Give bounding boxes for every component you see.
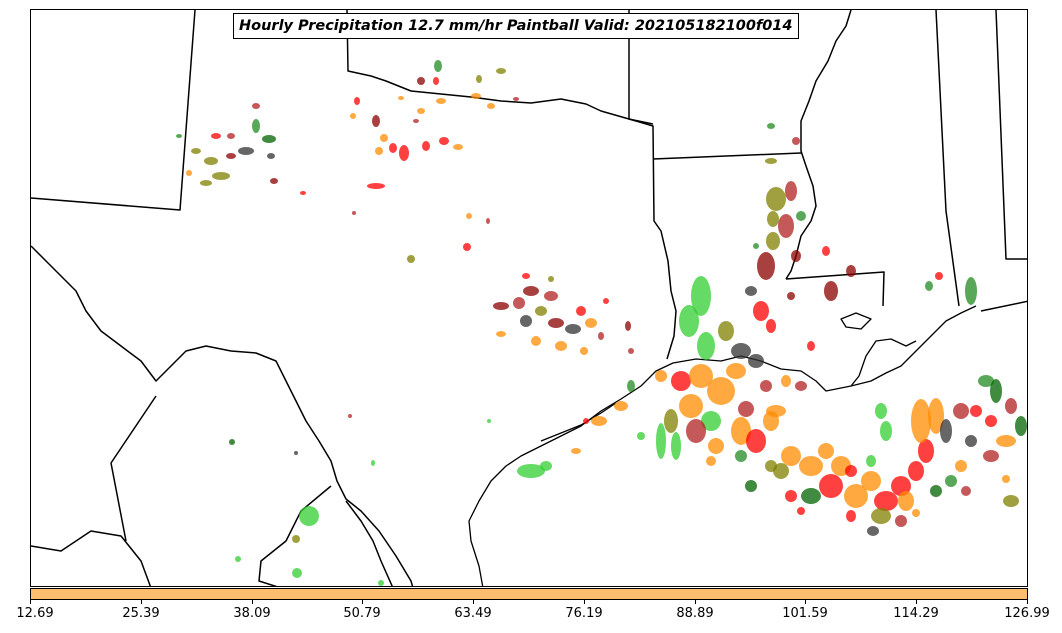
precipitation-blobs [176,60,1027,586]
colorbar-tick-mark [252,600,253,604]
arkansas-louisiana-border [652,152,802,160]
barrier-island [540,402,617,442]
colorbar-tick-mark [141,600,142,604]
mexican-state-border-d [345,500,393,586]
mexico-border [31,245,414,586]
colorbar-tick-label: 114.29 [893,606,939,621]
lake-outline [840,312,872,330]
map-canvas [31,10,1027,586]
red-river-border [346,10,654,125]
colorbar-tick-label: 63.49 [454,606,492,621]
colorbar-tick-label: 25.39 [122,606,160,621]
colorbar-tick-mark [473,600,474,604]
mississippi-alabama-border [935,10,960,307]
colorbar-tick-mark [584,600,585,604]
colorbar-tick-label: 101.59 [782,606,828,621]
colorbar-tick-mark [362,600,363,604]
mexican-state-border-a [110,395,157,542]
colorbar-tick-label: 38.09 [233,606,271,621]
colorbar-tick-label: 88.89 [676,606,714,621]
alabama-georgia-border [995,10,1027,260]
mississippi-louisiana-border [785,271,885,307]
panhandle-west-border [31,10,196,211]
mississippi-river-border [785,10,852,280]
colorbar-tick-mark [695,600,696,604]
alabama-florida-border [980,300,1027,312]
coastline [468,305,977,586]
colorbar-tick-mark [30,600,31,604]
colorbar [30,588,1028,600]
louisiana-delta [850,338,917,387]
texas-coast [468,305,977,586]
colorbar-tick-mark [805,600,806,604]
state-borders [31,10,1027,586]
map-panel [30,9,1028,587]
colorbar-tick-mark [1027,600,1028,604]
colorbar-tick-mark [916,600,917,604]
colorbar-tick-label: 50.79 [343,606,381,621]
map-title: Hourly Precipitation 12.7 mm/hr Paintbal… [233,13,799,39]
colorbar-tick-label: 76.19 [565,606,603,621]
colorbar-tick-label: 12.69 [16,606,54,621]
mexican-state-border-b [31,530,152,586]
colorbar-tick-label: 126.99 [1004,606,1050,621]
texas-louisiana-border [628,10,677,360]
